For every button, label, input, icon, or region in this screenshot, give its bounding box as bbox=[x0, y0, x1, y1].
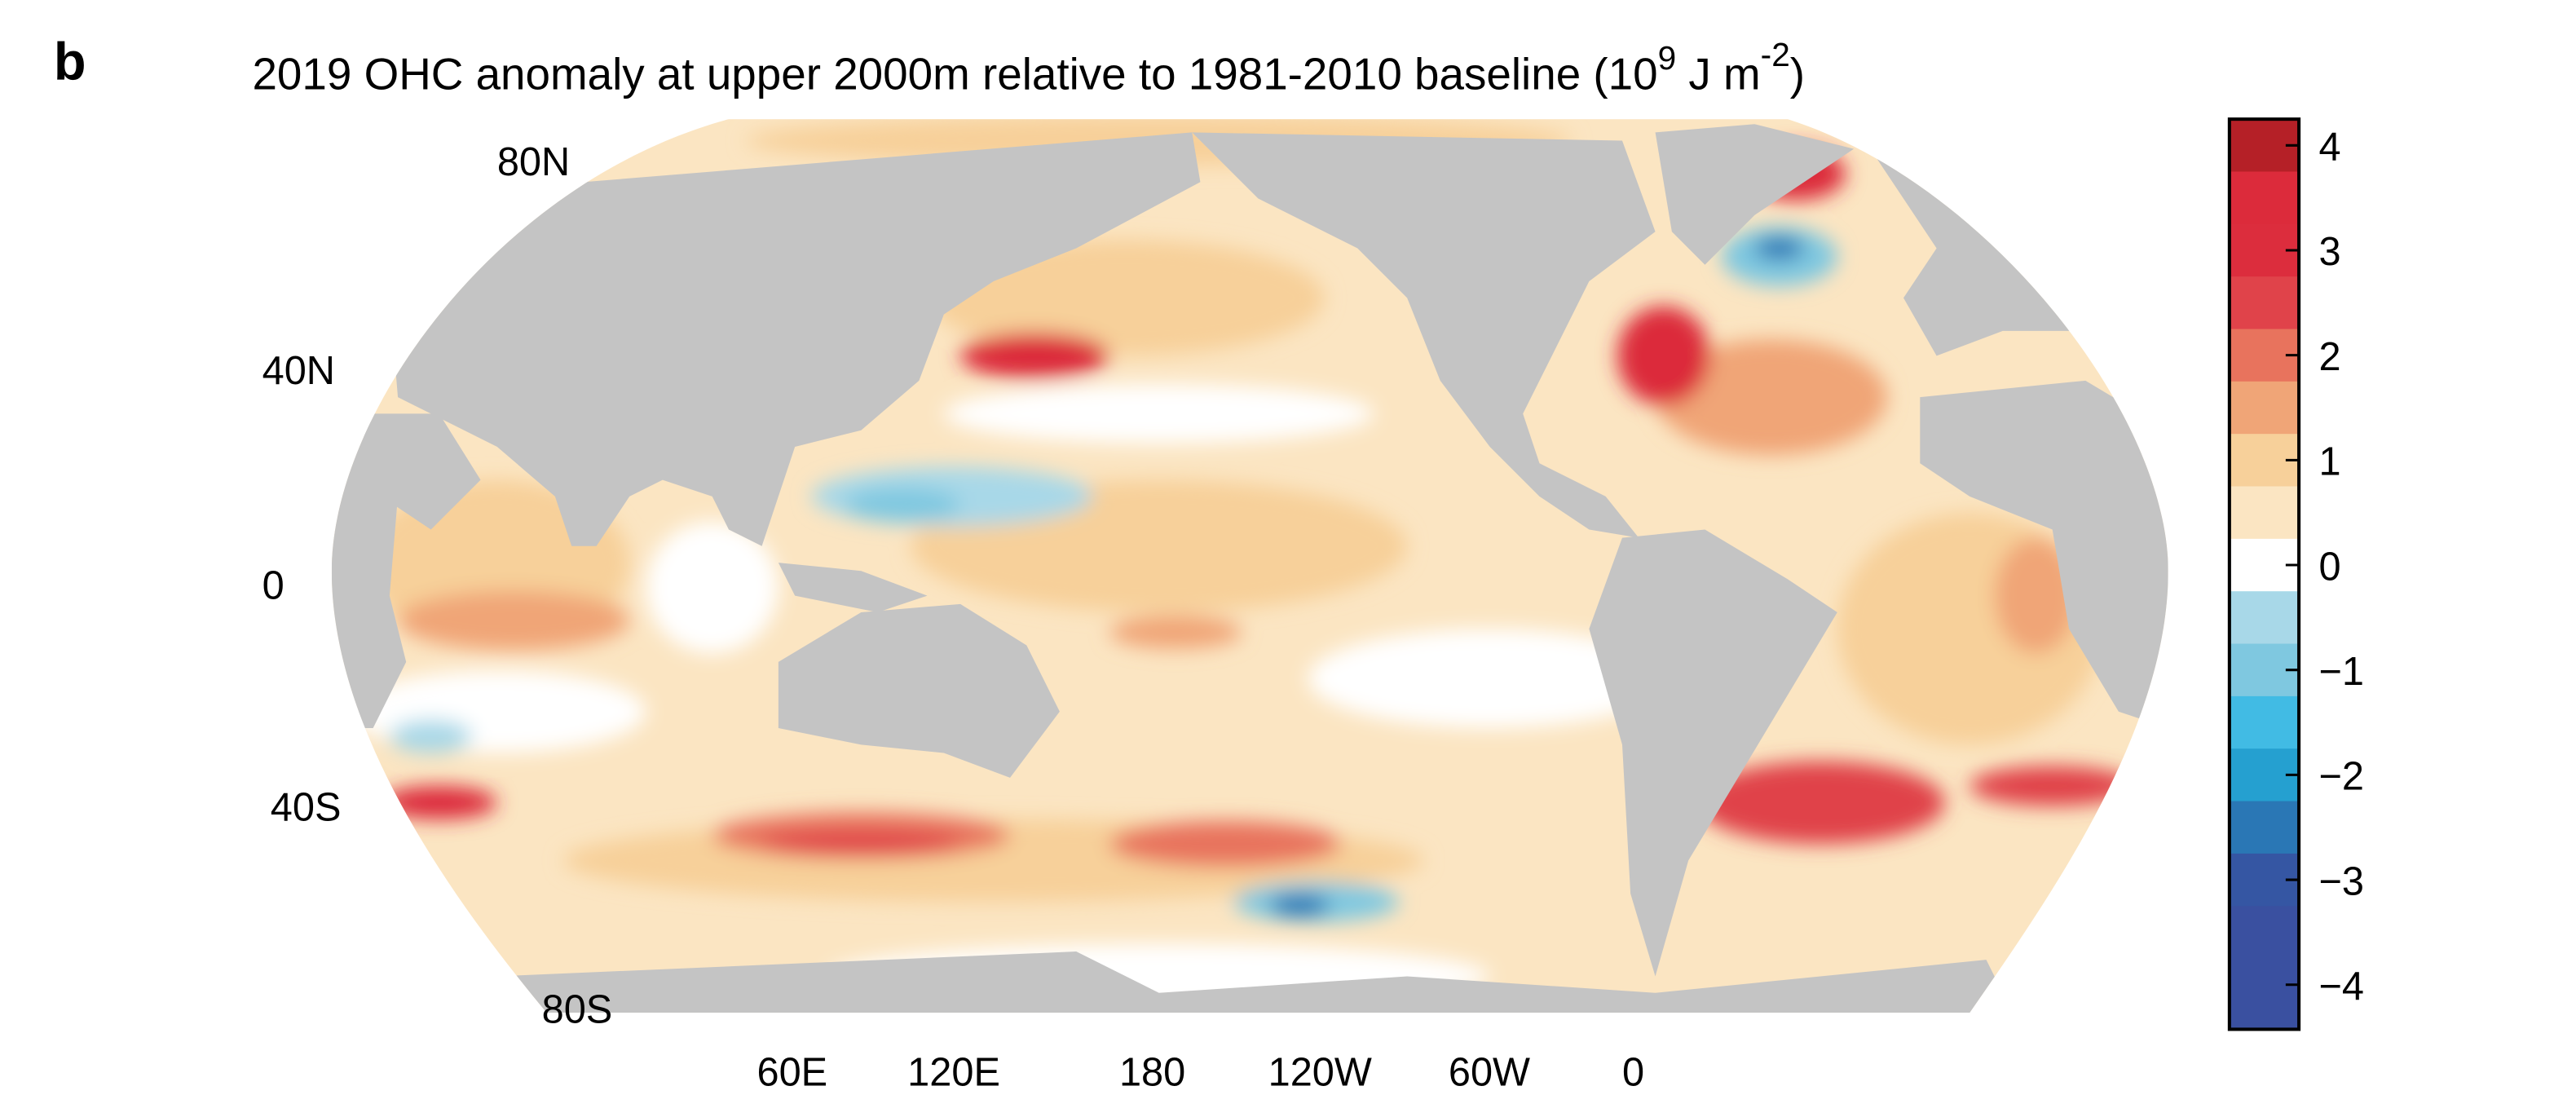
colorbar-bin bbox=[2229, 381, 2300, 435]
colorbar-tick-label: 3 bbox=[2318, 230, 2340, 274]
land-africa-west bbox=[1920, 380, 2168, 729]
colorbar-tick-label: −4 bbox=[2318, 965, 2364, 1009]
anomaly-blue bbox=[845, 488, 961, 522]
lat-label-40s: 40S bbox=[271, 786, 342, 830]
anomaly-red bbox=[960, 332, 1109, 379]
title-main: 2019 OHC anomaly at upper 2000m relative… bbox=[252, 49, 1657, 99]
land-asia bbox=[381, 132, 1201, 546]
title-sup1: 9 bbox=[1658, 39, 1677, 77]
anomaly-light bbox=[927, 240, 1325, 356]
colorbar-bin bbox=[2229, 591, 2300, 645]
lat-label-0: 0 bbox=[262, 564, 285, 608]
title-sup2: -2 bbox=[1761, 36, 1790, 73]
anomaly-blue bbox=[389, 719, 473, 753]
longitude-labels: 60E 120E 180 120W 60W 0 bbox=[756, 1050, 1644, 1094]
colorbar-tick-label: 1 bbox=[2318, 440, 2340, 484]
colorbar-tick-label: 2 bbox=[2318, 335, 2340, 379]
colorbar-bin bbox=[2229, 171, 2300, 225]
title-end: ) bbox=[1790, 49, 1805, 99]
colorbar-tick-label: −2 bbox=[2318, 755, 2364, 799]
colorbar-bin bbox=[2229, 906, 2300, 960]
colorbar-bin bbox=[2229, 695, 2300, 750]
colorbar: 4 3 2 1 0 −1 −2 −3 −4 bbox=[2227, 117, 2364, 1031]
anomaly-red bbox=[1617, 306, 1710, 406]
land bbox=[331, 124, 2168, 1013]
lon-label-180: 180 bbox=[1119, 1050, 1185, 1094]
anomaly-orange bbox=[1109, 820, 1341, 868]
panel-label: b bbox=[54, 31, 86, 91]
colorbar-bin bbox=[2229, 276, 2300, 330]
colorbar-bin bbox=[2229, 801, 2300, 854]
colorbar-frame bbox=[2227, 117, 2301, 1031]
lon-label-60e: 60E bbox=[756, 1050, 827, 1094]
lon-label-0: 0 bbox=[1622, 1050, 1644, 1094]
colorbar-tick-label: 4 bbox=[2318, 126, 2340, 170]
title-mid: J m bbox=[1676, 49, 1761, 99]
colorbar-bin bbox=[2229, 958, 2300, 1030]
land-maritime-asia bbox=[778, 563, 928, 612]
anomaly-red bbox=[381, 786, 497, 819]
anomaly-red bbox=[1696, 761, 1945, 845]
anomaly-white bbox=[646, 521, 779, 654]
anomaly-blue bbox=[1754, 236, 1805, 260]
lon-label-60w: 60W bbox=[1449, 1050, 1530, 1094]
colorbar-tick-label: −1 bbox=[2318, 650, 2364, 694]
lat-label-80n: 80N bbox=[497, 140, 570, 184]
anomaly-orange bbox=[398, 590, 630, 651]
anomaly-orange bbox=[1994, 537, 2078, 654]
latitude-labels: 80N 40N 0 40S 80S bbox=[262, 140, 613, 1031]
anomaly-red bbox=[1969, 766, 2136, 806]
land-australia bbox=[778, 603, 1060, 778]
lat-label-40n: 40N bbox=[262, 349, 335, 393]
anomaly-blue bbox=[1269, 894, 1330, 917]
anomaly-white bbox=[1308, 629, 1672, 729]
map bbox=[331, 119, 2168, 1013]
land-south-america bbox=[1589, 529, 1837, 977]
anomaly-orange bbox=[1109, 616, 1242, 649]
anomaly-red bbox=[761, 832, 961, 856]
land-north-america bbox=[1192, 132, 1656, 538]
lon-label-120e: 120E bbox=[907, 1050, 1000, 1094]
land-greenland bbox=[1655, 124, 1855, 265]
anomaly-white bbox=[943, 383, 1374, 444]
land-antarctica bbox=[496, 951, 2020, 1013]
chart-title: 2019 OHC anomaly at upper 2000m relative… bbox=[252, 36, 1805, 99]
colorbar-tick-label: −3 bbox=[2318, 859, 2364, 903]
anomaly-orange bbox=[1655, 339, 1887, 456]
colorbar-tick-label: 0 bbox=[2318, 545, 2340, 589]
colorbar-bin bbox=[2229, 486, 2300, 540]
lon-label-120w: 120W bbox=[1268, 1050, 1372, 1094]
lat-label-80s: 80S bbox=[542, 987, 613, 1031]
